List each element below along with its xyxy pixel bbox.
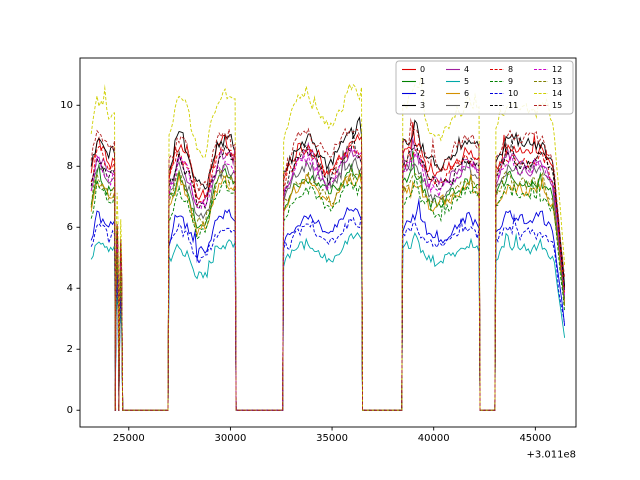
figure: Data file: modeM0/AS1A05_072T04_90000030…: [0, 0, 640, 480]
chart-canvas: [0, 0, 640, 480]
